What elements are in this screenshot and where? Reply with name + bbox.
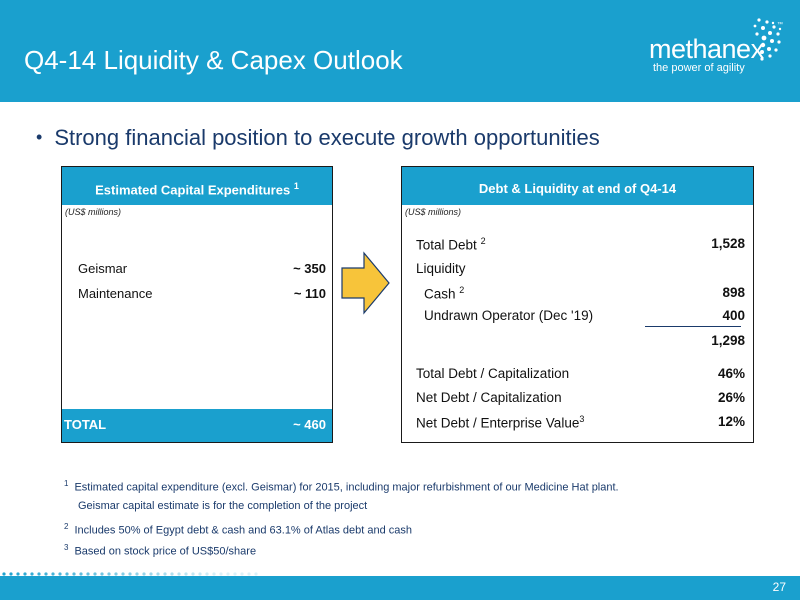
ratio-value: 12% (717, 414, 745, 429)
logo-tagline: the power of agility (653, 62, 745, 74)
capex-heading-footnote: 1 (293, 181, 299, 191)
bullet-icon: • (36, 127, 43, 147)
slide-title: Q4-14 Liquidity & Capex Outlook (24, 45, 403, 75)
headline-bullet: • Strong financial position to execute gr… (36, 125, 600, 151)
liquidity-label: Liquidity (416, 261, 466, 276)
debt-heading: Debt & Liquidity at end of Q4-14 (402, 167, 753, 205)
ratio-label: Total Debt / Capitalization (416, 366, 570, 381)
header-bar: Q4-14 Liquidity & Capex Outlook methanex… (0, 0, 800, 102)
logo-trademark: ™ (777, 22, 783, 28)
footnote: 2 Includes 50% of Egypt debt & cash and 6… (64, 522, 413, 537)
undrawn-label: Undrawn Operator (Dec '19) (424, 308, 594, 323)
capex-heading: Estimated Capital Expenditures 1 (62, 167, 332, 205)
logo-wordmark: methanex (649, 34, 764, 64)
capex-units: (US$ millions) (65, 207, 122, 217)
liquidity-total-value: 1,298 (711, 333, 745, 348)
page-number: 27 (772, 580, 786, 594)
ratio-value: 46% (717, 366, 745, 381)
footnote: 3 Based on stock price of US$50/share (64, 543, 257, 558)
capex-row-label: Maintenance (78, 286, 153, 301)
ratio-value: 26% (717, 390, 745, 405)
cash-value: 898 (722, 285, 745, 300)
footer-bar (0, 576, 800, 600)
capex-total-label: TOTAL (64, 417, 107, 432)
sum-rule (645, 326, 741, 327)
ratio-label: Net Debt / Enterprise Value3 (416, 414, 585, 431)
capex-total-value: ~ 460 (293, 417, 326, 432)
debt-units: (US$ millions) (405, 207, 462, 217)
capex-row-value: ~ 350 (293, 261, 326, 276)
logo-globe-icon (753, 18, 782, 61)
footer-dot-pattern (2, 572, 258, 576)
debt-panel: Debt & Liquidity at end of Q4-14 (US$ mi… (401, 166, 754, 443)
footnote: 1 Estimated capital expenditure (excl. Ge… (64, 479, 619, 494)
undrawn-value: 400 (722, 308, 745, 323)
methanex-logo: methanex the power of agility ™ (637, 14, 787, 74)
ratio-label: Net Debt / Capitalization (416, 390, 562, 405)
bullet-text: Strong financial position to execute gro… (54, 125, 600, 150)
total-debt-value: 1,528 (711, 236, 745, 251)
capex-panel: Estimated Capital Expenditures 1 (US$ mi… (61, 166, 333, 443)
capex-total-row: TOTAL ~ 460 (62, 409, 332, 442)
cash-label: Cash 2 (424, 285, 465, 302)
right-arrow-icon (341, 251, 390, 315)
capex-row-value: ~ 110 (293, 286, 326, 301)
total-debt-label: Total Debt 2 (416, 236, 486, 253)
capex-row-label: Geismar (78, 261, 128, 276)
footnote-continuation: Geismar capital estimate is for the comp… (78, 500, 368, 512)
